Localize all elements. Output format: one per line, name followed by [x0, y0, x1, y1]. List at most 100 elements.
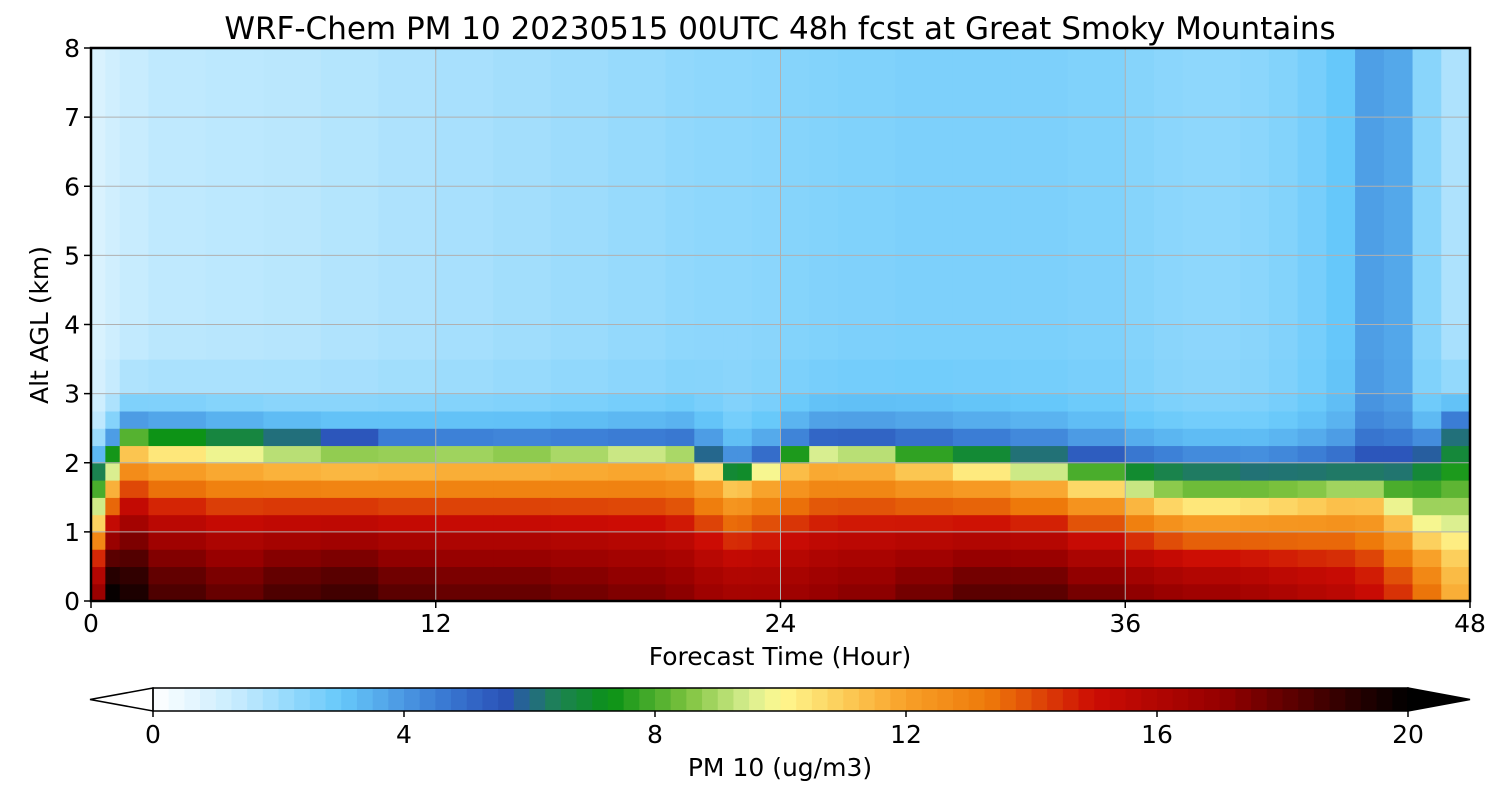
colorbar-segment [702, 688, 719, 711]
heatmap-cell [148, 480, 207, 498]
heatmap-cell [378, 480, 437, 498]
heatmap-cell [205, 514, 264, 533]
x-tick-label: 0 [83, 609, 99, 638]
heatmap-cell [1153, 393, 1184, 412]
heatmap-cell [1182, 531, 1241, 550]
heatmap-cell [91, 514, 106, 533]
heatmap-cell [737, 462, 753, 481]
heatmap-cell [1182, 480, 1241, 498]
heatmap-cell [1125, 186, 1155, 256]
heatmap-cell [1326, 324, 1356, 360]
heatmap-cell [320, 186, 379, 256]
colorbar-segment [1141, 688, 1158, 711]
heatmap-cell [91, 117, 106, 187]
heatmap-cell [1240, 410, 1270, 429]
heatmap-cell [665, 549, 695, 568]
heatmap-cell [493, 359, 552, 395]
heatmap-cell [837, 255, 897, 326]
y-tick-label: 2 [64, 449, 80, 478]
heatmap-cell [550, 583, 609, 602]
colorbar-segment [1157, 688, 1174, 711]
heatmap-cell [837, 410, 897, 429]
heatmap-cell [1240, 428, 1270, 447]
heatmap-cell [895, 531, 954, 550]
colorbar-segment [623, 688, 640, 711]
colorbar-segment [309, 688, 327, 711]
heatmap-cell [550, 566, 609, 585]
x-axis-label: Forecast Time (Hour) [649, 642, 912, 671]
heatmap-cell [1441, 514, 1471, 533]
heatmap-cell [780, 428, 810, 447]
heatmap-cell [751, 497, 782, 516]
heatmap-cell [1067, 531, 1126, 550]
heatmap-cell [1383, 255, 1414, 326]
heatmap-cell [1297, 324, 1327, 360]
heatmap-cell [263, 514, 322, 533]
heatmap-cell [435, 497, 494, 516]
colorbar-segment [796, 688, 813, 711]
heatmap-cell [1383, 48, 1414, 118]
heatmap-cell [1441, 186, 1471, 256]
heatmap-cell [1412, 549, 1442, 568]
heatmap-cell [1355, 428, 1385, 447]
heatmap-cell [1153, 428, 1184, 447]
colorbar-segment [811, 688, 829, 711]
heatmap-cell [723, 462, 739, 481]
colorbar-segment [827, 688, 844, 711]
heatmap-cell [550, 497, 609, 516]
heatmap-cell [1412, 514, 1442, 533]
colorbar-tick-label: 16 [1141, 720, 1173, 749]
heatmap-cell [91, 255, 106, 326]
heatmap-cell [952, 480, 1011, 498]
heatmap-cell [1355, 324, 1385, 360]
heatmap-cell [723, 117, 739, 187]
heatmap-cell [205, 324, 264, 360]
heatmap-cell [608, 117, 667, 187]
heatmap-cell [148, 497, 207, 516]
heatmap-cell [320, 583, 379, 602]
colorbar-segment [1109, 688, 1127, 711]
heatmap-cell [1153, 324, 1184, 360]
heatmap-cell [751, 324, 782, 360]
heatmap-cell [780, 186, 810, 256]
heatmap-cell [550, 549, 609, 568]
heatmap-cell [119, 324, 150, 360]
heatmap-cell [780, 117, 810, 187]
heatmap-cell [1268, 359, 1299, 395]
heatmap-cell [148, 324, 207, 360]
heatmap-cell [837, 514, 897, 533]
heatmap-cell [1297, 117, 1327, 187]
heatmap-cell [694, 445, 724, 464]
y-axis-label: Alt AGL (km) [25, 246, 54, 404]
heatmap-cell [263, 186, 322, 256]
heatmap-cell [1067, 428, 1126, 447]
colorbar-segment [356, 688, 374, 711]
heatmap-cell [1010, 566, 1069, 585]
heatmap-cell [263, 48, 322, 118]
heatmap-cell [378, 514, 437, 533]
colorbar-segment [858, 688, 876, 711]
heatmap-cell [1326, 428, 1356, 447]
heatmap-cell [1297, 514, 1327, 533]
colorbar-segment [325, 688, 342, 711]
heatmap-cell [1297, 566, 1327, 585]
heatmap-cell [1010, 410, 1069, 429]
heatmap-cell [1355, 117, 1385, 187]
heatmap-cell [1383, 445, 1414, 464]
heatmap-cell [1268, 583, 1299, 602]
heatmap-cell [435, 410, 494, 429]
heatmap-cell [493, 393, 552, 412]
heatmap-cell [837, 117, 897, 187]
heatmap-cell [1297, 393, 1327, 412]
heatmap-cell [1297, 531, 1327, 550]
heatmap-cell [1182, 497, 1241, 516]
heatmap-cell [1010, 514, 1069, 533]
heatmap-cell [737, 480, 753, 498]
heatmap-cell [895, 549, 954, 568]
colorbar-segment [498, 688, 515, 711]
heatmap-cell [1125, 549, 1155, 568]
heatmap-cell [205, 497, 264, 516]
heatmap-cell [608, 549, 667, 568]
heatmap-cell [378, 410, 437, 429]
